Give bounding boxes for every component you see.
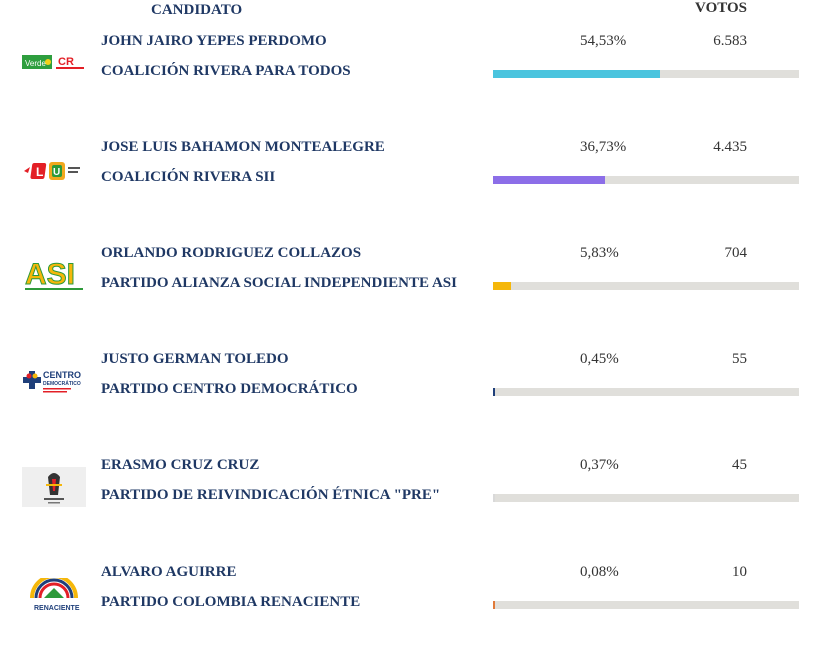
vote-share-bar (493, 176, 799, 184)
candidate-party: PARTIDO COLOMBIA RENACIENTE (101, 594, 361, 610)
vote-count: 10 (732, 564, 747, 580)
candidate-party: PARTIDO DE REIVINDICACIÓN ÉTNICA "PRE" (101, 487, 441, 503)
vote-percent: 36,73% (580, 139, 627, 155)
candidate-party: COALICIÓN RIVERA PARA TODOS (101, 63, 351, 79)
svg-text:CENTRO: CENTRO (43, 370, 81, 380)
vote-share-bar (493, 388, 799, 396)
candidate-row: ASI ORLANDO RODRIGUEZ COLLAZOS PARTIDO A… (0, 245, 825, 345)
svg-text:RENACIENTE: RENACIENTE (34, 605, 80, 612)
candidate-row: Verde CR JOHN JAIRO YEPES PERDOMO COALIC… (0, 33, 825, 133)
candidate-row: CENTRO DEMOCRÁTICO JUSTO GERMAN TOLEDO P… (0, 351, 825, 451)
vote-percent: 0,37% (580, 457, 619, 473)
svg-text:U: U (53, 167, 60, 178)
vote-share-bar (493, 494, 799, 502)
candidate-row: ERASMO CRUZ CRUZ PARTIDO DE REIVINDICACI… (0, 457, 825, 557)
candidate-name: ORLANDO RODRIGUEZ COLLAZOS (101, 245, 362, 261)
vote-share-fill (493, 282, 511, 290)
vote-count: 704 (724, 245, 748, 261)
svg-text:L: L (36, 165, 43, 179)
candidate-party: PARTIDO ALIANZA SOCIAL INDEPENDIENTE ASI (101, 275, 457, 291)
vote-share-bar (493, 282, 799, 290)
svg-text:ASI: ASI (25, 258, 75, 291)
colombia-renaciente-logo: RENACIENTE (22, 576, 86, 614)
votes-column-header: VOTOS (695, 0, 747, 16)
vote-percent: 54,53% (580, 33, 627, 49)
svg-text:Verde: Verde (25, 59, 46, 68)
vote-percent: 0,08% (580, 564, 619, 580)
vote-percent: 5,83% (580, 245, 619, 261)
vote-percent: 0,45% (580, 351, 619, 367)
vote-share-fill (493, 601, 495, 609)
centro-democratico-logo: CENTRO DEMOCRÁTICO (22, 363, 86, 401)
candidate-party: COALICIÓN RIVERA SII (101, 169, 276, 185)
vote-share-fill (493, 176, 606, 184)
vote-count: 45 (732, 457, 747, 473)
candidate-row: RENACIENTE ALVARO AGUIRRE PARTIDO COLOMB… (0, 564, 825, 664)
svg-text:DEMOCRÁTICO: DEMOCRÁTICO (43, 380, 81, 387)
candidate-party: PARTIDO CENTRO DEMOCRÁTICO (101, 381, 358, 397)
candidate-name: ERASMO CRUZ CRUZ (101, 457, 260, 473)
vote-share-fill (493, 494, 495, 502)
vote-share-fill (493, 388, 495, 396)
asi-logo: ASI (22, 255, 86, 293)
candidate-name: JOSE LUIS BAHAMON MONTEALEGRE (101, 139, 385, 155)
candidate-name: JUSTO GERMAN TOLEDO (101, 351, 289, 367)
vote-share-fill (493, 70, 660, 78)
vote-share-bar (493, 70, 799, 78)
vote-count: 4.435 (713, 139, 747, 155)
vote-share-bar (493, 601, 799, 609)
vote-count: 55 (732, 351, 747, 367)
candidate-name: JOHN JAIRO YEPES PERDOMO (101, 33, 327, 49)
candidate-name: ALVARO AGUIRRE (101, 564, 237, 580)
svg-text:CR: CR (58, 56, 74, 68)
candidate-column-header: CANDIDATO (151, 2, 243, 18)
vote-count: 6.583 (713, 33, 747, 49)
candidate-row: L U JOSE LUIS BAHAMON MONTEALEGRE COALIC… (0, 139, 825, 239)
liberal-u-logo: L U (22, 152, 86, 190)
verde-cr-logo: Verde CR (22, 43, 86, 81)
pre-logo (22, 467, 86, 507)
